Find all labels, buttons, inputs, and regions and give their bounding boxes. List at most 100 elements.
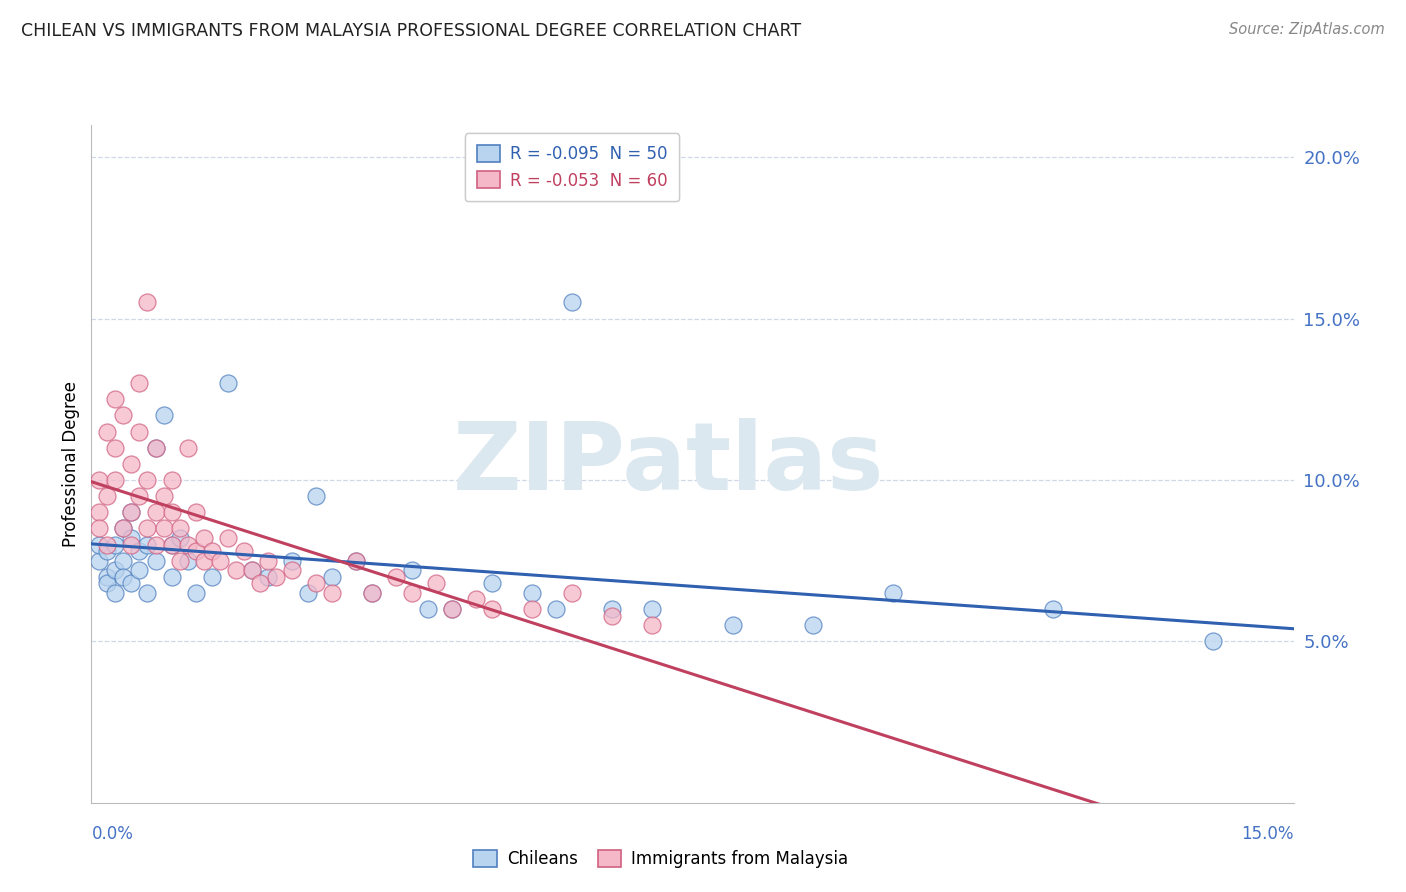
Point <box>128 489 150 503</box>
Point <box>96 425 118 439</box>
Point <box>121 537 143 551</box>
Point <box>344 554 367 568</box>
Point <box>104 563 127 577</box>
Point <box>145 537 167 551</box>
Point <box>721 618 744 632</box>
Text: 0.0%: 0.0% <box>91 825 134 843</box>
Point <box>136 537 159 551</box>
Y-axis label: Professional Degree: Professional Degree <box>62 381 80 547</box>
Point <box>112 570 135 584</box>
Point <box>176 537 198 551</box>
Point <box>96 489 118 503</box>
Point <box>176 554 198 568</box>
Point <box>602 602 624 616</box>
Point <box>217 531 239 545</box>
Point <box>321 570 343 584</box>
Point <box>249 576 271 591</box>
Text: CHILEAN VS IMMIGRANTS FROM MALAYSIA PROFESSIONAL DEGREE CORRELATION CHART: CHILEAN VS IMMIGRANTS FROM MALAYSIA PROF… <box>21 22 801 40</box>
Point <box>145 441 167 455</box>
Point <box>169 531 191 545</box>
Point <box>385 570 408 584</box>
Point <box>281 563 304 577</box>
Point <box>184 586 207 600</box>
Point <box>121 531 143 545</box>
Point <box>401 563 423 577</box>
Point <box>546 602 568 616</box>
Point <box>801 618 824 632</box>
Point <box>112 521 135 535</box>
Point <box>256 570 278 584</box>
Point <box>169 554 191 568</box>
Point <box>481 602 503 616</box>
Point <box>305 576 328 591</box>
Point <box>1202 634 1225 648</box>
Point <box>481 576 503 591</box>
Point <box>522 586 544 600</box>
Point <box>104 392 127 407</box>
Point <box>96 570 118 584</box>
Point <box>193 554 215 568</box>
Point <box>89 521 111 535</box>
Point <box>89 554 111 568</box>
Point <box>208 554 231 568</box>
Point <box>360 586 382 600</box>
Point <box>360 586 382 600</box>
Point <box>136 521 159 535</box>
Point <box>121 505 143 519</box>
Point <box>193 531 215 545</box>
Point <box>128 563 150 577</box>
Point <box>522 602 544 616</box>
Point <box>112 554 135 568</box>
Point <box>96 537 118 551</box>
Point <box>145 505 167 519</box>
Point <box>136 586 159 600</box>
Point <box>169 521 191 535</box>
Point <box>104 473 127 487</box>
Point <box>160 505 183 519</box>
Point <box>561 295 583 310</box>
Point <box>136 295 159 310</box>
Point <box>89 473 111 487</box>
Point <box>217 376 239 391</box>
Point <box>264 570 287 584</box>
Point <box>96 544 118 558</box>
Point <box>176 441 198 455</box>
Point <box>416 602 439 616</box>
Point <box>104 586 127 600</box>
Point <box>641 602 664 616</box>
Point <box>401 586 423 600</box>
Point <box>240 563 263 577</box>
Point <box>321 586 343 600</box>
Point <box>121 457 143 471</box>
Point <box>112 521 135 535</box>
Point <box>121 576 143 591</box>
Legend: R = -0.095  N = 50, R = -0.053  N = 60: R = -0.095 N = 50, R = -0.053 N = 60 <box>465 133 679 202</box>
Point <box>281 554 304 568</box>
Point <box>882 586 904 600</box>
Point <box>128 425 150 439</box>
Point <box>440 602 463 616</box>
Text: ZIPatlas: ZIPatlas <box>453 417 884 510</box>
Point <box>145 554 167 568</box>
Point <box>152 521 174 535</box>
Point <box>201 544 224 558</box>
Legend: Chileans, Immigrants from Malaysia: Chileans, Immigrants from Malaysia <box>467 843 855 875</box>
Point <box>305 489 328 503</box>
Text: Source: ZipAtlas.com: Source: ZipAtlas.com <box>1229 22 1385 37</box>
Point <box>128 376 150 391</box>
Point <box>89 537 111 551</box>
Point <box>256 554 278 568</box>
Point <box>1042 602 1064 616</box>
Point <box>160 570 183 584</box>
Point <box>344 554 367 568</box>
Point <box>240 563 263 577</box>
Point <box>160 537 183 551</box>
Point <box>232 544 254 558</box>
Text: 15.0%: 15.0% <box>1241 825 1294 843</box>
Point <box>104 441 127 455</box>
Point <box>440 602 463 616</box>
Point <box>112 409 135 423</box>
Point <box>602 608 624 623</box>
Point <box>104 537 127 551</box>
Point <box>561 586 583 600</box>
